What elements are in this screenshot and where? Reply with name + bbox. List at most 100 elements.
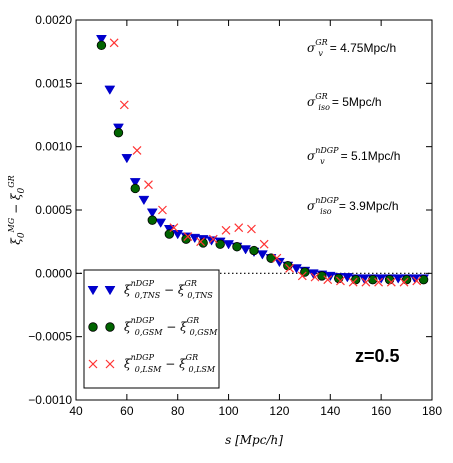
sigma-symbol: σ: [307, 41, 316, 55]
data-point-circle: [96, 40, 107, 51]
data-point-x-stroke: [234, 223, 244, 233]
data-point-circle: [113, 128, 124, 138]
data-point-x: [361, 277, 371, 287]
legend-entry-b-sup: GR: [185, 279, 197, 288]
data-point-x: [247, 224, 256, 234]
data-point-triangle-down: [95, 35, 107, 45]
data-point-triangle-down: [240, 245, 252, 255]
data-point-x-stroke: [221, 225, 231, 235]
data-point-x-stroke: [297, 271, 307, 281]
legend-entry-a-sup: nDGP: [131, 279, 155, 288]
legend-marker-x: [88, 359, 98, 369]
data-point-x-stroke: [285, 263, 295, 273]
y-axis-label-op: −: [9, 200, 23, 218]
data-point-circle: [418, 274, 429, 285]
data-point-x-stroke: [323, 275, 333, 285]
data-point-triangle-down: [146, 208, 158, 218]
y-tick-label: −0.0005: [28, 330, 72, 344]
y-axis-label-b-sub: 0: [17, 187, 27, 193]
sigma-symbol: σ: [307, 149, 316, 163]
svg-text:ξ0MG − ξ0GR: ξ0MG − ξ0GR: [7, 175, 27, 244]
legend-marker-circle: [88, 322, 98, 332]
legend-entry: ξnDGP 0,LSM − ξGR 0,LSM: [124, 353, 216, 374]
legend-entry-b-sup: GR: [187, 316, 199, 325]
data-point-circle: [317, 271, 327, 281]
x-tick-label: 80: [171, 404, 185, 418]
data-point-x-stroke: [310, 272, 320, 282]
legend-entry: ξnDGP 0,TNS − ξGR 0,TNS: [124, 279, 213, 300]
y-axis-label-b-sup: GR: [7, 175, 16, 187]
y-tick-label: 0.0015: [35, 76, 72, 90]
x-tick-label: 120: [269, 404, 289, 418]
data-point-x-stroke: [132, 146, 142, 155]
data-point-x: [399, 277, 409, 287]
legend-entry-a-sub: 0,GSM: [135, 328, 164, 337]
data-point-x: [285, 263, 295, 273]
data-point-x-stroke: [109, 38, 119, 48]
data-point-x-stroke: [272, 253, 282, 263]
x-tick-label: 60: [120, 404, 134, 418]
legend-marker-circle: [105, 322, 115, 332]
data-point-x: [119, 100, 129, 110]
legend-marker-triangle-down: [104, 286, 116, 296]
legend-entry-op: −: [161, 357, 179, 371]
y-axis-label-a: ξ: [9, 237, 23, 245]
y-tick-label: 0.0010: [35, 140, 72, 154]
sigma-subscript: iso: [320, 207, 332, 216]
sigma-value: = 5Mpc/h: [332, 95, 382, 109]
legend-marker-x-stroke: [105, 359, 115, 369]
data-point-triangle-down: [138, 195, 150, 206]
data-point-x: [109, 38, 119, 48]
sigma-value: = 4.75Mpc/h: [330, 41, 396, 55]
sigma-annotation: σGR v = 4.75Mpc/h: [307, 38, 396, 58]
data-point-x: [132, 146, 142, 155]
data-point-x-stroke: [259, 239, 269, 249]
data-point-triangle-down: [307, 269, 319, 279]
data-point-x: [386, 277, 396, 287]
sigma-annotation: σnDGP v = 5.1Mpc/h: [307, 146, 400, 166]
sigma-superscript: nDGP: [315, 196, 339, 205]
legend-entry-a: ξ: [124, 320, 132, 334]
data-point-x: [221, 225, 231, 235]
sigma-value: = 3.9Mpc/h: [339, 199, 399, 213]
data-point-x-stroke: [183, 232, 193, 242]
data-point-x: [310, 272, 320, 282]
legend-marker-x: [105, 359, 115, 369]
data-point-x-stroke: [169, 223, 179, 233]
y-axis-label-a-sup: MG: [7, 217, 16, 233]
data-point-triangle-down: [121, 154, 133, 164]
sigma-subscript: v: [320, 157, 325, 166]
ticks-layer: 40 60 80 100 120 140 160 180−0.0010−0.00050.000…: [28, 13, 442, 418]
data-point-circle: [266, 253, 276, 263]
data-point-circle: [249, 245, 259, 256]
legend-entry-a: ξ: [124, 283, 132, 297]
data-point-x: [336, 276, 345, 286]
data-point-x: [259, 239, 269, 249]
sigma-subscript: v: [318, 49, 323, 58]
data-point-x-stroke: [208, 234, 218, 244]
data-point-circle: [164, 229, 175, 239]
x-tick-label: 180: [422, 404, 442, 418]
sigma-annotation: σnDGP iso = 3.9Mpc/h: [307, 196, 399, 216]
data-point-x-stroke: [386, 277, 396, 287]
data-point-x-stroke: [374, 277, 384, 287]
data-point-x: [183, 232, 193, 242]
data-point-x: [272, 253, 282, 263]
data-point-x-stroke: [399, 277, 409, 287]
sigma-annotation: σGR iso = 5Mpc/h: [307, 92, 382, 112]
data-point-x: [196, 237, 206, 247]
data-point-x: [158, 205, 167, 215]
y-axis-label-a-sub: 0: [17, 232, 27, 238]
legend-entry-a-sub: 0,LSM: [135, 365, 162, 374]
y-tick-label: 0.0005: [35, 203, 72, 217]
data-point-triangle-down: [273, 257, 285, 268]
data-point-x: [234, 223, 244, 233]
x-tick-label: 100: [219, 404, 239, 418]
x-tick-label: 140: [320, 404, 340, 418]
data-point-triangle-down: [155, 218, 167, 228]
data-point-x: [144, 180, 153, 190]
legend-entry-a: ξ: [124, 357, 132, 371]
